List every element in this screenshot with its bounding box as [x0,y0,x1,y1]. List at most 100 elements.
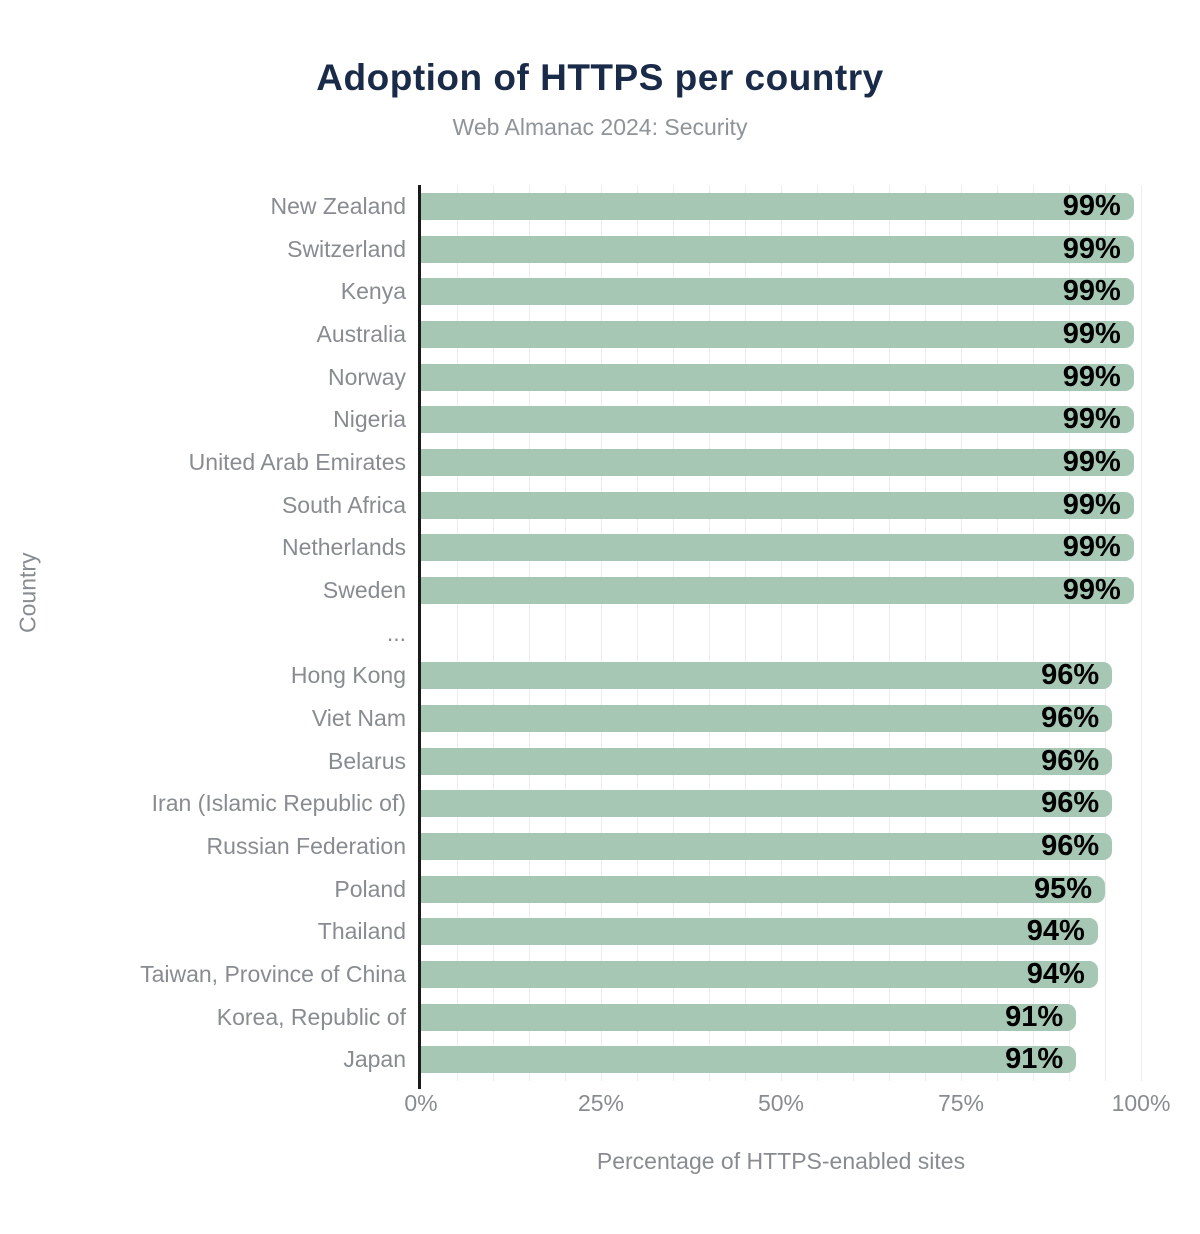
row-label: Australia [316,320,406,347]
bar-row: 96% [421,740,1141,783]
gridlines [421,185,1142,1081]
bar-value-label: 91% [1005,1000,1064,1033]
row-label: Russian Federation [206,832,406,859]
x-axis-title: Percentage of HTTPS-enabled sites [596,1148,966,1174]
bar-row: 99% [421,484,1141,527]
bar: 94% [421,915,1098,948]
bar-row: 99% [421,270,1141,313]
bar-value-label: 96% [1041,787,1100,820]
bar-row: 91% [421,996,1141,1039]
bar: 99% [421,488,1134,521]
bar-value-label: 96% [1041,701,1100,734]
bar: 95% [421,872,1105,905]
bar-value-label: 95% [1033,872,1092,905]
bar-value-label: 99% [1062,189,1121,222]
bar-row: 99% [421,356,1141,399]
chart-subtitle: Web Almanac 2024: Security [452,114,748,140]
row-label: Netherlands [281,534,406,561]
bar-row: 95% [421,868,1141,911]
gridline [529,185,530,1081]
gridline [565,185,566,1081]
bar-value-label: 99% [1062,445,1121,478]
bar: 99% [421,189,1134,222]
row-label: New Zealand [270,192,406,219]
bar: 99% [421,275,1134,308]
bar: 96% [421,831,1113,860]
gridline [1069,185,1070,1081]
bar: 96% [421,787,1113,820]
row-label: Switzerland [287,235,406,262]
bar: 96% [421,744,1113,777]
bar-row: 99% [421,526,1141,569]
row-label: Taiwan, Province of China [140,960,406,987]
gridline [709,185,710,1081]
row-label: Sweden [322,576,406,603]
bar-row: 99% [421,398,1141,441]
bar-row: 96% [421,654,1141,697]
bar-value-label: 99% [1062,317,1121,350]
bar-row: 96% [421,782,1141,825]
row-label: Korea, Republic of [216,1003,406,1030]
row-label: Poland [334,875,406,902]
bar: 94% [421,957,1098,990]
bar-row [421,612,1141,655]
bar-value-label: 99% [1062,275,1121,308]
bar-value-label: 99% [1062,403,1121,436]
bar-value-label: 99% [1062,232,1121,265]
gridline [457,185,458,1081]
bar-value-label: 99% [1062,573,1121,606]
gridline [637,185,638,1081]
x-tick-label: 0% [404,1090,438,1116]
gridline [1141,185,1142,1081]
gridline [493,185,494,1081]
bar-row: 94% [421,953,1141,996]
row-label: Kenya [340,278,406,305]
gridline [1105,185,1106,1081]
bar-row: 99% [421,185,1141,228]
bar-value-label: 96% [1041,659,1100,692]
row-label: Viet Nam [311,704,406,731]
gridline [601,185,602,1081]
row-label-ellipsis: ... [386,619,406,646]
bar: 91% [421,1000,1077,1033]
row-label: Nigeria [333,406,406,433]
row-label: Iran (Islamic Republic of) [151,790,406,817]
bar: 99% [421,317,1134,350]
gridline [673,185,674,1081]
gridline [961,185,962,1081]
gridline [853,185,854,1081]
bar: 99% [421,573,1134,606]
row-label: Norway [328,363,406,390]
x-tick-label: 100% [1111,1090,1171,1116]
bar-row: 99% [421,569,1141,612]
row-label: Belarus [328,747,406,774]
bar-row: 99% [421,228,1141,271]
bar-value-label: 91% [1005,1043,1064,1076]
bar-row: 99% [421,313,1141,356]
bar: 96% [421,659,1113,692]
bar-row: 96% [421,825,1141,868]
plot-area: 99% 99% 99% 99% 99% 99% 99% 99% 99% 99% 96% 96% 96% 9… [421,185,1142,1081]
bar-value-label: 99% [1062,531,1121,564]
row-label: South Africa [281,491,406,518]
x-tick-label: 25% [577,1090,625,1116]
bar-value-label: 94% [1026,915,1085,948]
bar-row: 99% [421,441,1141,484]
row-label: Hong Kong [290,662,406,689]
bar: 99% [421,232,1134,265]
row-label: United Arab Emirates [188,448,406,475]
row-label: Thailand [317,918,406,945]
bar-value-label: 96% [1041,744,1100,777]
bar-value-label: 94% [1026,957,1085,990]
x-tick-label: 50% [757,1090,805,1116]
x-axis-ticks: 0% 25% 50% 75% 100% [404,1090,1170,1118]
bar: 96% [421,701,1113,734]
y-labels: New Zealand Switzerland Kenya Australia Norw… [0,185,406,1081]
bar-value-label: 99% [1062,488,1121,521]
bar: 99% [421,531,1134,564]
x-tick-label: 75% [937,1090,985,1116]
bar: 99% [421,362,1134,391]
bar: 99% [421,403,1134,436]
bar: 91% [421,1043,1077,1076]
